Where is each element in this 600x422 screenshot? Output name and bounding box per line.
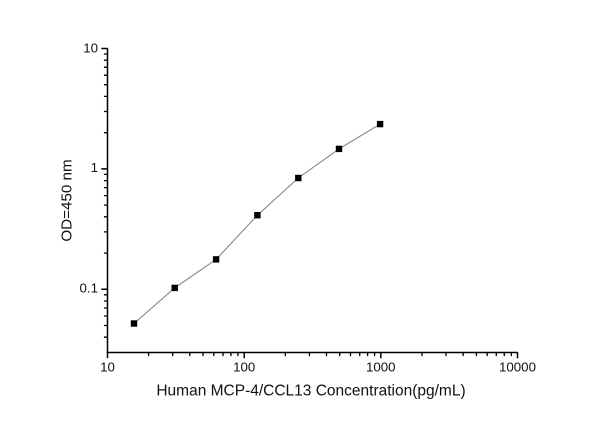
svg-text:1000: 1000: [366, 360, 396, 375]
svg-text:0.1: 0.1: [80, 281, 99, 296]
svg-text:1: 1: [91, 160, 98, 175]
svg-text:100: 100: [233, 360, 255, 375]
svg-text:10: 10: [100, 360, 115, 375]
svg-text:10000: 10000: [499, 360, 536, 375]
svg-text:10: 10: [83, 40, 98, 55]
svg-text:Human MCP-4/CCL13 Concentratio: Human MCP-4/CCL13 Concentration(pg/mL): [156, 382, 465, 399]
svg-text:OD=450 nm: OD=450 nm: [59, 159, 76, 241]
